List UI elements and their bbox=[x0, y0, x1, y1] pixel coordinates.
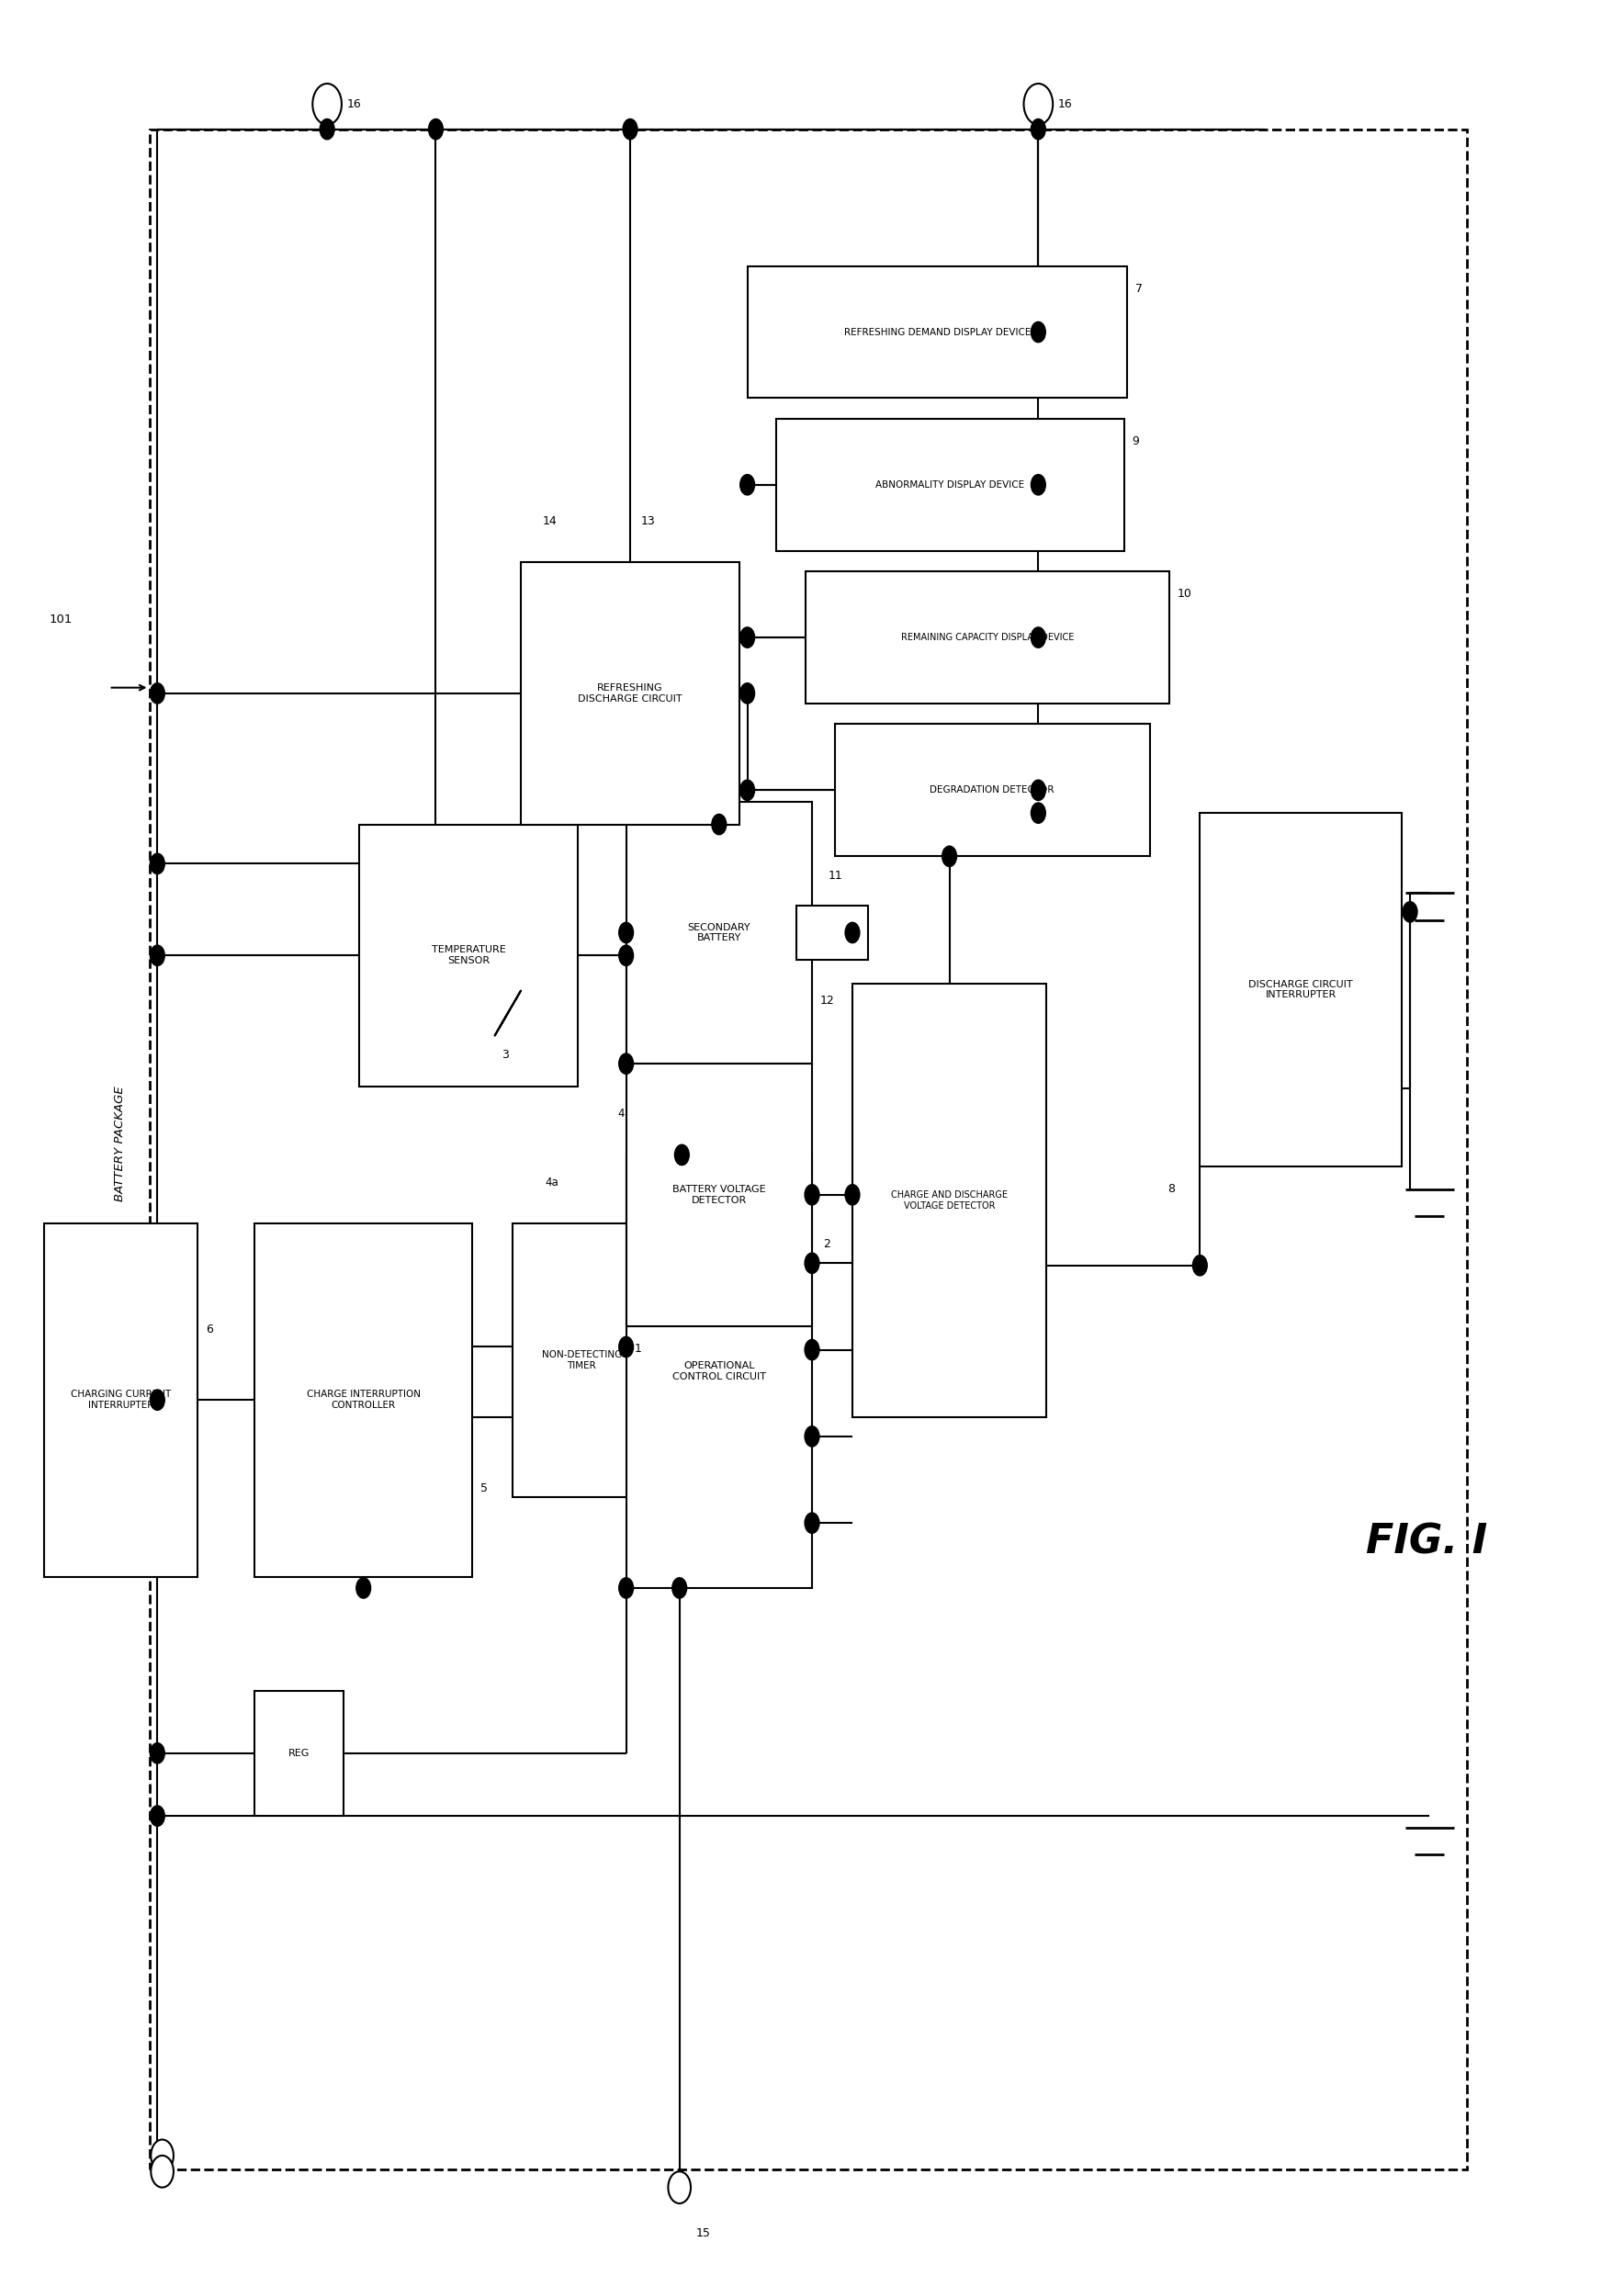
Circle shape bbox=[619, 1578, 633, 1599]
Circle shape bbox=[741, 684, 755, 704]
FancyBboxPatch shape bbox=[806, 572, 1169, 704]
Text: REG: REG bbox=[287, 1750, 310, 1759]
Circle shape bbox=[149, 1807, 164, 1825]
Circle shape bbox=[741, 627, 755, 647]
Text: 9: 9 bbox=[1132, 435, 1140, 448]
Circle shape bbox=[672, 1578, 687, 1599]
FancyBboxPatch shape bbox=[627, 803, 812, 1063]
Circle shape bbox=[667, 2170, 690, 2202]
Text: 16: 16 bbox=[346, 98, 361, 110]
Circle shape bbox=[1403, 901, 1418, 922]
FancyBboxPatch shape bbox=[776, 419, 1124, 551]
Text: 16: 16 bbox=[1057, 98, 1072, 110]
Text: 12: 12 bbox=[820, 995, 835, 1006]
Circle shape bbox=[1023, 85, 1052, 123]
Circle shape bbox=[806, 1512, 818, 1532]
Text: NON-DETECTING
TIMER: NON-DETECTING TIMER bbox=[541, 1349, 622, 1370]
Text: 4a: 4a bbox=[546, 1176, 559, 1189]
Circle shape bbox=[741, 780, 755, 800]
Circle shape bbox=[806, 1253, 818, 1274]
Circle shape bbox=[619, 1336, 633, 1356]
Text: CHARGE AND DISCHARGE
VOLTAGE DETECTOR: CHARGE AND DISCHARGE VOLTAGE DETECTOR bbox=[892, 1192, 1009, 1210]
Circle shape bbox=[806, 1340, 818, 1361]
FancyBboxPatch shape bbox=[255, 1224, 473, 1576]
Text: 10: 10 bbox=[1177, 588, 1192, 599]
Text: REMAINING CAPACITY DISPLAY DEVICE: REMAINING CAPACITY DISPLAY DEVICE bbox=[901, 633, 1073, 643]
FancyBboxPatch shape bbox=[44, 1224, 198, 1576]
Text: 8: 8 bbox=[1168, 1182, 1174, 1196]
Text: ABNORMALITY DISPLAY DEVICE: ABNORMALITY DISPLAY DEVICE bbox=[875, 480, 1025, 489]
Text: 4: 4 bbox=[619, 1107, 625, 1121]
Text: 101: 101 bbox=[49, 613, 73, 624]
Circle shape bbox=[429, 119, 443, 140]
Circle shape bbox=[149, 853, 164, 874]
Circle shape bbox=[1031, 322, 1046, 343]
Text: OPERATIONAL
CONTROL CIRCUIT: OPERATIONAL CONTROL CIRCUIT bbox=[672, 1361, 767, 1381]
FancyBboxPatch shape bbox=[513, 1224, 650, 1496]
Circle shape bbox=[1031, 627, 1046, 647]
Circle shape bbox=[1192, 1256, 1207, 1276]
FancyBboxPatch shape bbox=[835, 725, 1150, 855]
FancyBboxPatch shape bbox=[797, 906, 867, 961]
Text: BATTERY PACKAGE: BATTERY PACKAGE bbox=[114, 1086, 127, 1201]
Circle shape bbox=[619, 922, 633, 942]
Circle shape bbox=[806, 1185, 818, 1205]
Text: SECONDARY
BATTERY: SECONDARY BATTERY bbox=[687, 922, 750, 942]
FancyBboxPatch shape bbox=[627, 1063, 812, 1326]
Circle shape bbox=[1031, 119, 1046, 140]
FancyBboxPatch shape bbox=[521, 563, 739, 823]
Text: 14: 14 bbox=[542, 515, 557, 528]
Text: FIG. I: FIG. I bbox=[1366, 1523, 1488, 1562]
Text: 13: 13 bbox=[641, 515, 656, 528]
FancyBboxPatch shape bbox=[853, 983, 1046, 1418]
Text: REFRESHING
DISCHARGE CIRCUIT: REFRESHING DISCHARGE CIRCUIT bbox=[578, 684, 682, 702]
Circle shape bbox=[1031, 473, 1046, 494]
FancyBboxPatch shape bbox=[627, 1155, 812, 1587]
Text: 7: 7 bbox=[1135, 284, 1143, 295]
Text: 2: 2 bbox=[823, 1237, 830, 1249]
Circle shape bbox=[942, 846, 957, 867]
Circle shape bbox=[844, 922, 859, 942]
FancyBboxPatch shape bbox=[1200, 812, 1402, 1166]
Circle shape bbox=[312, 85, 341, 123]
Circle shape bbox=[844, 1185, 859, 1205]
Circle shape bbox=[741, 473, 755, 494]
Text: 3: 3 bbox=[502, 1050, 508, 1061]
Circle shape bbox=[356, 1578, 370, 1599]
Circle shape bbox=[674, 1144, 689, 1164]
Circle shape bbox=[619, 1054, 633, 1075]
Text: 5: 5 bbox=[481, 1482, 487, 1493]
Circle shape bbox=[806, 1427, 818, 1448]
Circle shape bbox=[624, 119, 638, 140]
Circle shape bbox=[320, 119, 335, 140]
Circle shape bbox=[149, 1390, 164, 1411]
Circle shape bbox=[711, 814, 726, 835]
Text: 15: 15 bbox=[695, 2228, 710, 2239]
Text: DISCHARGE CIRCUIT
INTERRUPTER: DISCHARGE CIRCUIT INTERRUPTER bbox=[1249, 979, 1353, 999]
Circle shape bbox=[619, 945, 633, 965]
Circle shape bbox=[149, 684, 164, 704]
FancyBboxPatch shape bbox=[747, 265, 1127, 398]
Circle shape bbox=[149, 1743, 164, 1763]
Circle shape bbox=[1031, 803, 1046, 823]
Text: 6: 6 bbox=[206, 1324, 213, 1336]
Text: 1: 1 bbox=[635, 1342, 641, 1354]
FancyBboxPatch shape bbox=[359, 823, 578, 1086]
Circle shape bbox=[151, 2157, 174, 2186]
Text: 11: 11 bbox=[828, 869, 843, 883]
Text: REFRESHING DEMAND DISPLAY DEVICE: REFRESHING DEMAND DISPLAY DEVICE bbox=[844, 327, 1031, 336]
Circle shape bbox=[1031, 780, 1046, 800]
Text: CHARGE INTERRUPTION
CONTROLLER: CHARGE INTERRUPTION CONTROLLER bbox=[307, 1390, 421, 1409]
Text: CHARGING CURRENT
INTERRUPTER: CHARGING CURRENT INTERRUPTER bbox=[71, 1390, 171, 1409]
FancyBboxPatch shape bbox=[255, 1690, 343, 1816]
Text: DEGRADATION DETECTOR: DEGRADATION DETECTOR bbox=[931, 787, 1054, 796]
Text: BATTERY VOLTAGE
DETECTOR: BATTERY VOLTAGE DETECTOR bbox=[672, 1185, 767, 1205]
Circle shape bbox=[149, 945, 164, 965]
Text: TEMPERATURE
SENSOR: TEMPERATURE SENSOR bbox=[432, 945, 505, 965]
Circle shape bbox=[151, 2141, 174, 2170]
